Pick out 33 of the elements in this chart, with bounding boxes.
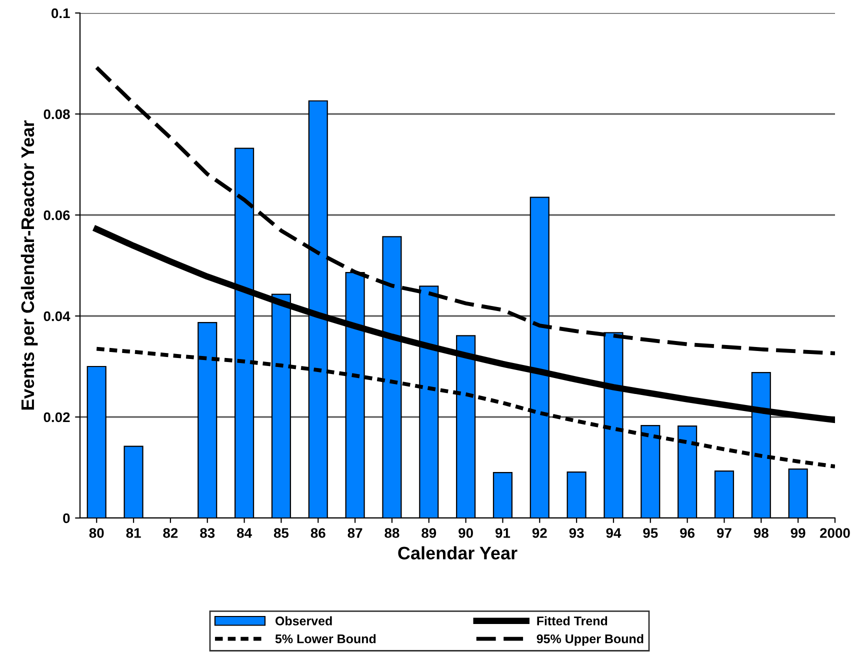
x-tick-label: 94: [606, 528, 622, 538]
y-tick-label: 0: [63, 513, 70, 524]
x-tick-label: 85: [274, 528, 289, 538]
x-tick-label: 96: [680, 528, 695, 538]
x-tick-label: 88: [384, 528, 400, 538]
x-tick-label: 93: [569, 528, 584, 538]
legend-label: 95% Upper Bound: [536, 634, 644, 646]
x-tick-label: 80: [89, 528, 104, 538]
y-tick-label: 0.08: [44, 109, 70, 120]
legend-label: 5% Lower Bound: [275, 634, 376, 644]
x-tick-label: 91: [495, 528, 510, 538]
x-tick-label: 84: [237, 528, 252, 538]
legend-label: Observed: [276, 616, 332, 626]
x-tick-label: 98: [754, 528, 768, 538]
y-tick-label: 0.04: [44, 311, 70, 322]
y-axis-title: Events per Calendar-Reactor Year: [20, 120, 38, 410]
y-tick-label: 0.1: [52, 8, 70, 18]
x-tick-label: 83: [200, 528, 215, 538]
legend-label: Fitted Trend: [537, 616, 608, 626]
x-axis-title: Calendar Year: [398, 546, 518, 560]
x-tick-label: 92: [532, 528, 547, 538]
x-tick-label: 82: [163, 528, 178, 538]
x-tick-label: 2000: [820, 528, 850, 538]
x-tick-label: 81: [126, 528, 141, 538]
y-tick-label: 0.06: [44, 210, 70, 220]
x-tick-label: 87: [348, 528, 362, 538]
y-tick-label: 0.02: [44, 412, 70, 422]
x-tick-label: 99: [790, 528, 806, 538]
x-tick-label: 90: [458, 528, 473, 538]
x-tick-label: 97: [717, 528, 732, 538]
x-tick-label: 89: [422, 528, 436, 538]
x-tick-label: 86: [310, 528, 326, 538]
x-tick-label: 95: [643, 528, 658, 538]
